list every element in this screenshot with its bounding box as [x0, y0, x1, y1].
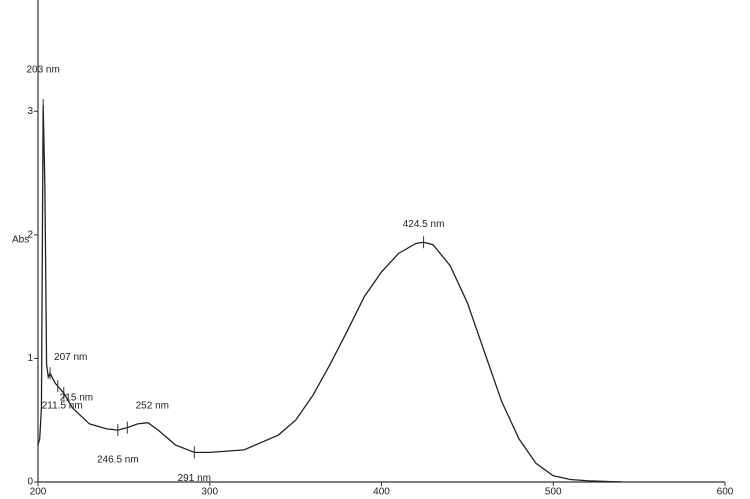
annotation: 203 nm [26, 65, 59, 76]
annotation: 207 nm [54, 352, 87, 363]
x-tick-label: 400 [373, 487, 390, 498]
annotation: 424.5 nm [403, 219, 445, 230]
y-axis-label: Abs [12, 235, 29, 246]
annotation: 246.5 nm [97, 455, 139, 466]
annotation: 291 nm [178, 473, 211, 484]
x-tick-label: 200 [30, 487, 47, 498]
y-tick-label: 1 [27, 353, 33, 364]
annotation: 252 nm [136, 400, 169, 411]
x-tick-label: 300 [201, 487, 218, 498]
line-series [37, 105, 622, 483]
annotation: 215 nm [60, 393, 93, 404]
y-tick-label: 2 [27, 229, 33, 240]
y-tick-label: 3 [27, 106, 33, 117]
annotation: 211.5 nm [42, 401, 83, 412]
y-tick-label: 0 [27, 477, 33, 488]
x-tick-label: 600 [717, 487, 734, 498]
x-tick-label: 500 [545, 487, 562, 498]
